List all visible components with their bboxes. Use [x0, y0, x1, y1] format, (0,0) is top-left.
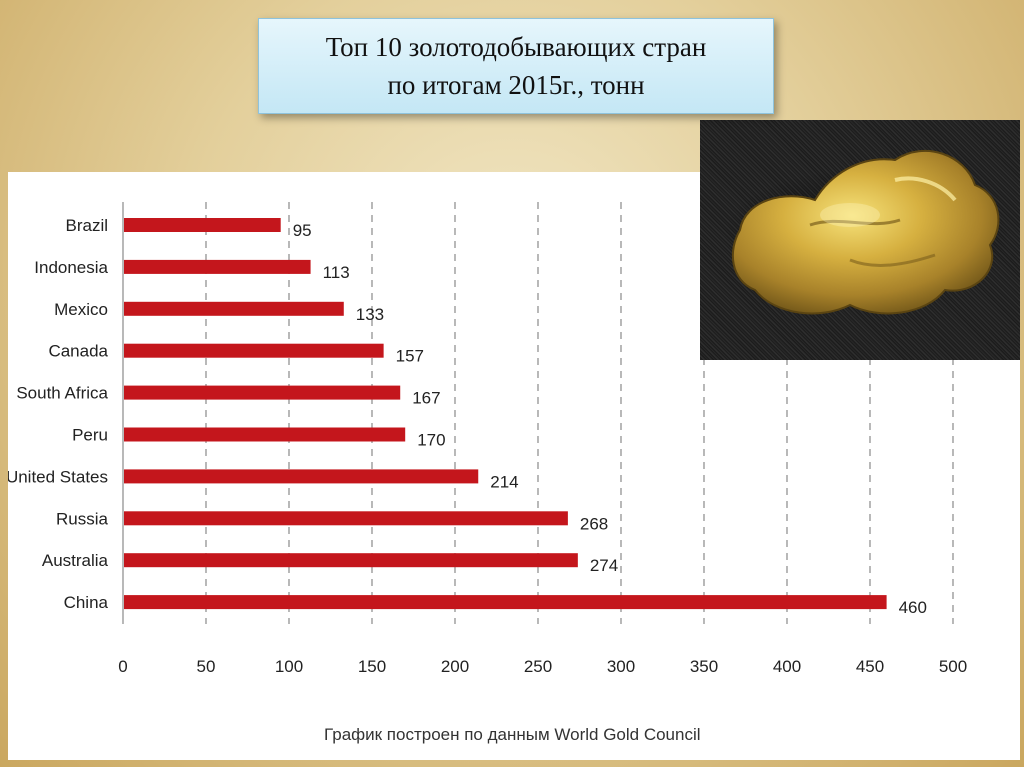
category-label: Peru: [72, 426, 108, 445]
source-note: График построен по данным World Gold Cou…: [324, 725, 701, 744]
category-label: Australia: [42, 551, 109, 570]
title-box: Топ 10 золотодобывающих стран по итогам …: [258, 18, 774, 114]
x-tick-label: 200: [441, 657, 469, 676]
category-label: Mexico: [54, 300, 108, 319]
bar: [124, 218, 281, 232]
x-tick-label: 150: [358, 657, 386, 676]
x-tick-label: 50: [197, 657, 216, 676]
bar: [124, 385, 401, 400]
gold-nugget-icon: [732, 150, 1000, 315]
value-label: 214: [490, 472, 518, 491]
category-label: South Africa: [16, 384, 108, 403]
value-label: 274: [590, 556, 618, 575]
value-label: 170: [417, 431, 445, 450]
value-label: 167: [412, 389, 440, 408]
category-label: Indonesia: [34, 258, 108, 277]
gold-nugget-photo: [700, 120, 1020, 360]
category-label: Brazil: [65, 216, 108, 235]
x-tick-label: 0: [118, 657, 127, 676]
category-label: Russia: [56, 509, 109, 528]
bar: [124, 595, 887, 610]
x-tick-label: 100: [275, 657, 303, 676]
title-line-1: Топ 10 золотодобывающих стран: [325, 32, 707, 62]
value-label: 157: [396, 347, 424, 366]
bar: [124, 343, 384, 358]
category-label: China: [64, 593, 109, 612]
value-label: 95: [293, 221, 312, 240]
x-tick-label: 350: [690, 657, 718, 676]
title-line-2: по итогам 2015г., тонн: [387, 70, 645, 100]
value-label: 133: [356, 305, 384, 324]
category-label: United States: [8, 467, 108, 486]
value-label: 460: [899, 598, 927, 617]
value-label: 268: [580, 514, 608, 533]
bar: [124, 259, 311, 274]
value-label: 113: [323, 263, 350, 282]
bar: [124, 553, 578, 568]
bar: [124, 511, 568, 526]
bar-chart: 0 50 100 150 200 250 300 350 400 450 500 Brazil 95 In…: [8, 202, 967, 744]
x-tick-label: 450: [856, 657, 884, 676]
x-tick-label: 400: [773, 657, 801, 676]
x-tick-label: 500: [939, 657, 967, 676]
bar: [124, 301, 344, 316]
bar: [124, 469, 479, 484]
x-tick-label: 250: [524, 657, 552, 676]
category-label: Canada: [48, 342, 108, 361]
bar: [124, 427, 406, 442]
x-tick-label: 300: [607, 657, 635, 676]
